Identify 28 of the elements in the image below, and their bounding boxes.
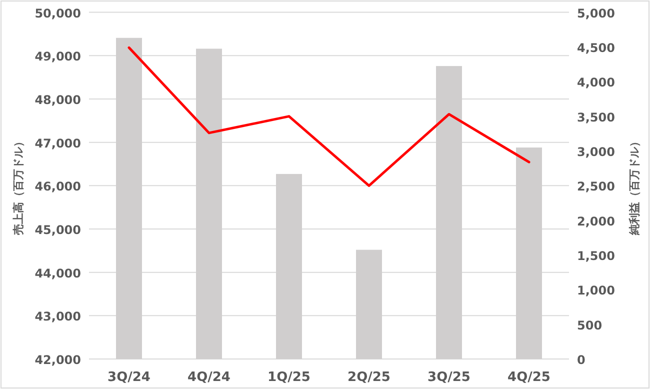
- y-tick-label: 47,000: [34, 136, 81, 150]
- y-tick-label: 50,000: [34, 6, 81, 20]
- y2-tick-label: 4,500: [577, 40, 615, 55]
- y2-tick-label: 2,500: [577, 180, 615, 194]
- y-tick-label: 42,000: [34, 353, 81, 367]
- x-tick-label: 4Q/25: [508, 370, 550, 385]
- y-tick-label: 43,000: [34, 310, 81, 324]
- y2-tick-label: 1,000: [577, 284, 615, 298]
- y-tick-label: 48,000: [34, 92, 81, 107]
- y2-tick-label: 2,000: [577, 214, 615, 228]
- y-tick-label: 49,000: [34, 50, 81, 64]
- x-tick-label: 1Q/25: [268, 370, 310, 385]
- y-tick-label: 45,000: [34, 222, 81, 237]
- y-tick-label: 46,000: [34, 180, 81, 194]
- y2-tick-label: 5,000: [577, 6, 615, 20]
- x-tick-label: 4Q/24: [188, 370, 230, 385]
- x-tick-label: 3Q/24: [108, 370, 150, 385]
- x-tick-label: 2Q/25: [348, 370, 390, 385]
- y-axis-title: 売上高（百万ドル）: [12, 136, 25, 236]
- y2-tick-label: 3,500: [577, 110, 615, 124]
- y2-tick-label: 0: [577, 353, 586, 367]
- y2-tick-label: 3,000: [577, 144, 615, 159]
- y2-axis-title: 純利益（百万ドル）: [628, 136, 641, 236]
- y2-tick-label: 500: [577, 318, 602, 332]
- y-tick-label: 44,000: [34, 266, 81, 280]
- y2-tick-label: 1,500: [577, 248, 615, 263]
- y2-tick-label: 4,000: [577, 76, 615, 90]
- x-tick-label: 3Q/25: [428, 370, 470, 385]
